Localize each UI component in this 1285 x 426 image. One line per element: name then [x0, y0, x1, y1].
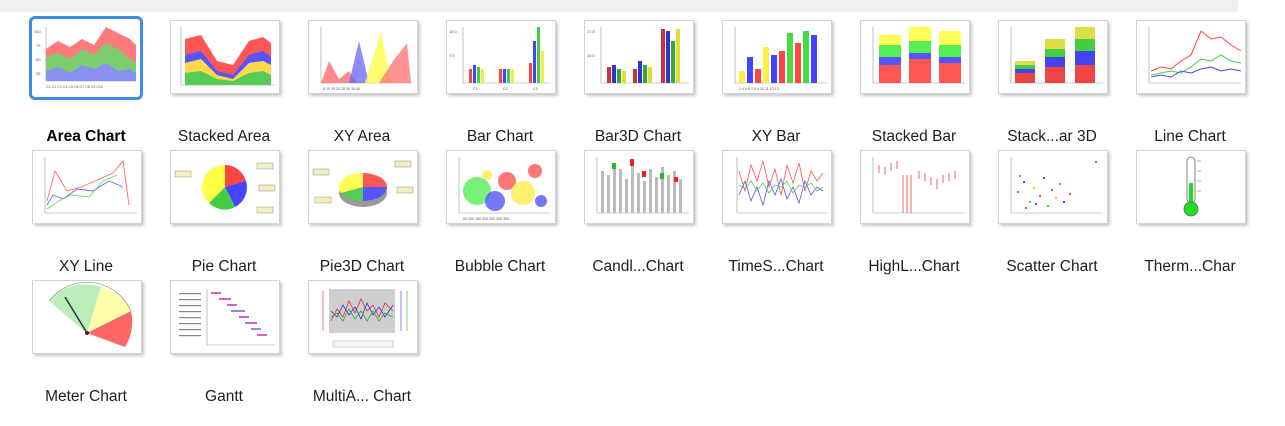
chart-tile-line[interactable]: Line Chart: [1121, 12, 1259, 145]
chart-tile-scatter[interactable]: Scatter Chart: [983, 142, 1121, 275]
bar3d-chart-thumbnail: 17.5 10.0: [584, 20, 694, 94]
bubble-chart-thumbnail: 50 100 150 200 250 300 350: [446, 150, 556, 224]
chart-tile-label: HighL...Chart: [868, 258, 960, 275]
chart-tile-label: Scatter Chart: [1006, 258, 1098, 275]
chart-tile-label: Bubble Chart: [454, 258, 546, 275]
chart-tile-high-low[interactable]: HighL...Chart: [845, 142, 983, 275]
stacked-bar-3d-chart-thumbnail: [998, 20, 1108, 94]
chart-tile-bubble[interactable]: 50 100 150 200 250 300 350 Bubble Chart: [431, 142, 569, 275]
chart-tile-label: Stack...ar 3D: [1007, 128, 1097, 145]
chart-tile-multi-axis[interactable]: MultiA... Chart: [293, 272, 431, 405]
svg-text:C3: C3: [533, 87, 538, 91]
chart-tile-thermometer[interactable]: Therm...Char: [1121, 142, 1259, 275]
svg-text:15.0: 15.0: [449, 29, 458, 34]
chart-tile-label: XY Line: [58, 258, 113, 275]
chart-tile-label: XY Area: [333, 128, 391, 145]
stacked-area-chart-thumbnail: [170, 20, 280, 94]
xy-line-chart-thumbnail: [32, 150, 142, 224]
chart-tile-label: TimeS...Chart: [728, 258, 824, 275]
chart-tile-meter[interactable]: Meter Chart: [17, 272, 155, 405]
chart-tile-pie3d[interactable]: Pie3D Chart: [293, 142, 431, 275]
chart-tile-bar3d[interactable]: 17.5 10.0 Bar3D Chart: [569, 12, 707, 145]
thermometer-chart-thumbnail: [1136, 150, 1246, 224]
svg-text:C1: C1: [473, 87, 478, 91]
chart-tile-label: Candl...Chart: [592, 258, 684, 275]
chart-tile-label: Pie3D Chart: [319, 258, 405, 275]
xy-area-chart-thumbnail: 5 10 15 20 25 30 35 40: [308, 20, 418, 94]
area-chart-thumbnail: 100 75 50 25 C1 C2 C3 C4 C5 C6 C7 C8 C9 …: [29, 16, 143, 100]
chart-tile-label: Gantt: [205, 388, 243, 405]
pie3d-chart-thumbnail: [308, 150, 418, 224]
chart-tile-candlestick[interactable]: Candl...Chart: [569, 142, 707, 275]
top-toolbar-strip: [0, 0, 1238, 12]
svg-text:50 100 150 200 250 300 350: 50 100 150 200 250 300 350: [463, 217, 509, 221]
chart-tile-label: Stacked Bar: [871, 128, 957, 145]
chart-tile-label: Therm...Char: [1144, 258, 1236, 275]
chart-tile-gantt[interactable]: Gantt: [155, 272, 293, 405]
svg-text:100: 100: [34, 29, 41, 34]
chart-tile-xy-area[interactable]: 5 10 15 20 25 30 35 40 XY Area: [293, 12, 431, 145]
chart-tile-xy-line[interactable]: XY Line: [17, 142, 155, 275]
chart-tile-label: Line Chart: [1154, 128, 1226, 145]
chart-tile-label: Stacked Area: [177, 128, 271, 145]
svg-text:5 10 15 20 25 30 35 40: 5 10 15 20 25 30 35 40: [323, 87, 360, 91]
chart-tile-xy-bar[interactable]: 1 4 5 6 7 8 9 10 11 12 13 XY Bar: [707, 12, 845, 145]
chart-tile-label: MultiA... Chart: [312, 388, 412, 405]
xy-bar-chart-thumbnail: 1 4 5 6 7 8 9 10 11 12 13: [722, 20, 832, 94]
gantt-chart-thumbnail: [170, 280, 280, 354]
svg-text:25: 25: [36, 71, 41, 76]
svg-text:10.0: 10.0: [587, 53, 596, 58]
chart-tile-time-series[interactable]: TimeS...Chart: [707, 142, 845, 275]
svg-text:50: 50: [36, 57, 41, 62]
time-series-chart-thumbnail: [722, 150, 832, 224]
chart-tile-label: Meter Chart: [45, 388, 127, 405]
meter-chart-thumbnail: [32, 280, 142, 354]
scatter-chart-thumbnail: [998, 150, 1108, 224]
chart-tile-label: Bar Chart: [466, 128, 534, 145]
chart-tile-label: Bar3D Chart: [594, 128, 682, 145]
chart-tile-label: Pie Chart: [191, 258, 257, 275]
candlestick-chart-thumbnail: [584, 150, 694, 224]
bar-chart-thumbnail: 15.0 7.5 C1 C2 C3: [446, 20, 556, 94]
multi-axis-chart-thumbnail: [308, 280, 418, 354]
chart-tile-bar[interactable]: 15.0 7.5 C1 C2 C3 Bar Chart: [431, 12, 569, 145]
chart-tile-label: XY Bar: [751, 128, 801, 145]
svg-text:1 4 5 6 7 8 9 10 11 12 13: 1 4 5 6 7 8 9 10 11 12 13: [739, 87, 779, 91]
chart-tile-area[interactable]: 100 75 50 25 C1 C2 C3 C4 C5 C6 C7 C8 C9 …: [17, 12, 155, 145]
chart-tile-stacked-bar[interactable]: Stacked Bar: [845, 12, 983, 145]
svg-text:7.5: 7.5: [449, 53, 455, 58]
line-chart-thumbnail: [1136, 20, 1246, 94]
high-low-chart-thumbnail: [860, 150, 970, 224]
svg-text:17.5: 17.5: [587, 29, 596, 34]
svg-text:C2: C2: [503, 87, 508, 91]
pie-chart-thumbnail: [170, 150, 280, 224]
svg-text:75: 75: [36, 43, 41, 48]
svg-text:C1 C2 C3 C4 C5 C6 C7 C8 C9 C10: C1 C2 C3 C4 C5 C6 C7 C8 C9 C10: [46, 85, 103, 89]
chart-tile-label: Area Chart: [46, 128, 126, 145]
stacked-bar-chart-thumbnail: [860, 20, 970, 94]
chart-tile-pie[interactable]: Pie Chart: [155, 142, 293, 275]
chart-tile-stacked-area[interactable]: Stacked Area: [155, 12, 293, 145]
chart-tile-stacked-bar-3d[interactable]: Stack...ar 3D: [983, 12, 1121, 145]
